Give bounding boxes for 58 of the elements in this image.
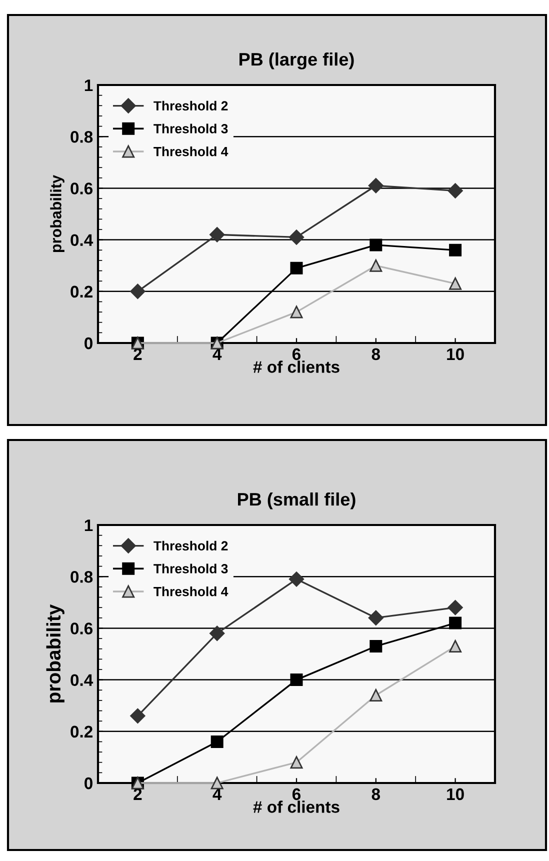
point	[370, 259, 382, 272]
point	[130, 284, 146, 299]
point	[370, 689, 382, 702]
y-tick-label: 0.8	[70, 571, 93, 583]
x-tick-label: 2	[134, 788, 142, 800]
y-tick-label: 0	[84, 777, 92, 790]
point	[290, 306, 303, 318]
point	[290, 674, 303, 686]
y-tick-label: 0	[84, 337, 92, 350]
x-tick-label: 2	[134, 348, 142, 360]
y-tick-label: 1	[84, 80, 93, 92]
point	[448, 600, 463, 616]
x-tick-label: 10	[447, 348, 464, 360]
y-tick-label: 0.6	[70, 622, 93, 634]
point	[370, 640, 382, 653]
legend-label: Threshold 3	[154, 124, 228, 134]
y-tick-label: 0.6	[70, 182, 93, 194]
y-tick-label: 0.2	[70, 286, 92, 298]
point	[210, 735, 224, 748]
y-tick-label: 0.4	[70, 234, 94, 246]
point	[449, 277, 462, 290]
legend-label: Threshold 4	[154, 146, 228, 156]
y-tick-label: 0.4	[70, 674, 94, 686]
legend-label: Threshold 4	[154, 586, 228, 596]
chart-title: PB (small file)	[238, 492, 356, 510]
point	[368, 178, 384, 194]
point	[370, 238, 382, 252]
x-tick-label: 8	[372, 788, 380, 800]
y-tick-label: 1	[84, 520, 93, 532]
legend-label: Threshold 2	[154, 100, 228, 111]
point	[288, 572, 304, 587]
point	[210, 227, 225, 242]
x-tick-label: 10	[447, 788, 464, 800]
x-tick-label: 6	[292, 788, 301, 800]
y-axis-title: probability	[50, 175, 64, 252]
x-axis-title: # of clients	[253, 360, 340, 373]
point	[290, 262, 303, 274]
x-tick-label: 8	[372, 348, 380, 360]
point	[290, 756, 303, 769]
x-axis-title: # of clients	[253, 800, 340, 813]
x-tick-label: 6	[292, 348, 301, 360]
point	[210, 776, 224, 790]
point	[210, 626, 225, 641]
point	[130, 708, 146, 724]
point	[449, 244, 462, 256]
point	[288, 230, 304, 245]
y-axis-title: probability	[46, 604, 64, 702]
legend-label: Threshold 3	[154, 564, 228, 574]
point	[368, 610, 384, 626]
point	[449, 640, 462, 653]
x-tick-label: 4	[212, 788, 222, 800]
x-tick-label: 4	[212, 348, 222, 360]
y-tick-label: 0.2	[70, 726, 92, 738]
y-tick-label: 0.8	[70, 131, 93, 143]
legend-label: Threshold 2	[154, 540, 228, 551]
point	[449, 616, 462, 630]
chart-title: PB (large file)	[240, 52, 354, 70]
point	[448, 183, 463, 198]
